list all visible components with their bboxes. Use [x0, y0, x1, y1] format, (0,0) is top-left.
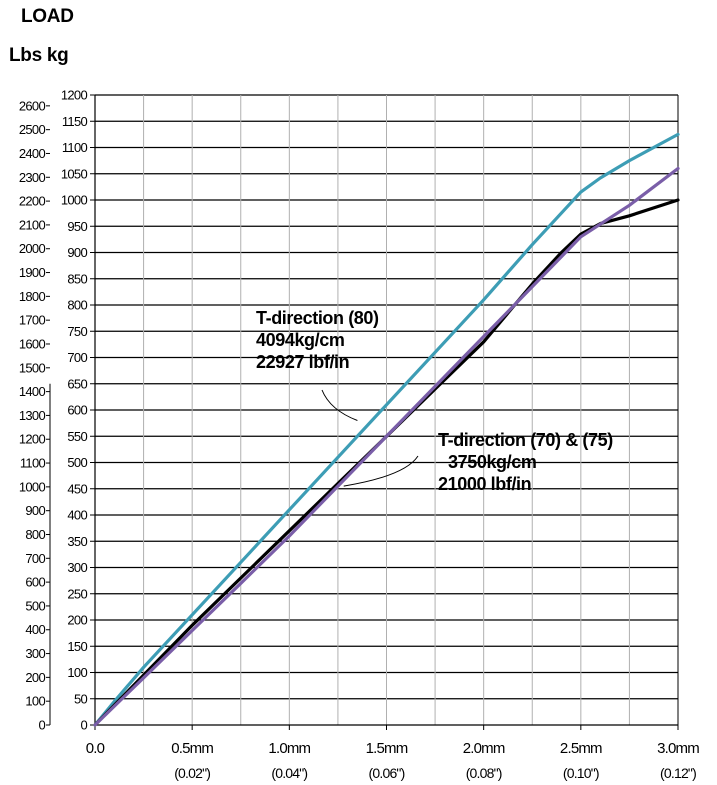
- y-tick-kg: 900: [67, 245, 87, 260]
- y-tick-kg: 0: [80, 718, 87, 733]
- annotation-t-direction-80: 22927 lbf/in: [256, 352, 349, 372]
- x-tick-label: 0.5mm: [171, 740, 213, 757]
- x-tick-label: 0.0: [86, 740, 105, 757]
- chart-header-units: Lbs kg: [9, 45, 69, 66]
- y-tick-lbs: 300: [25, 646, 45, 661]
- y-tick-lbs: 2300: [19, 170, 46, 185]
- y-tick-kg: 1000: [61, 193, 88, 208]
- y-tick-lbs: 1800: [19, 289, 46, 304]
- y-tick-lbs: 0: [38, 718, 45, 733]
- y-tick-kg: 600: [67, 403, 87, 418]
- y-tick-lbs: 1400: [19, 384, 46, 399]
- y-tick-kg: 800: [67, 298, 87, 313]
- y-tick-kg: 100: [67, 665, 87, 680]
- y-tick-lbs: 1600: [19, 336, 46, 351]
- y-tick-kg: 400: [67, 508, 87, 523]
- y-tick-lbs: 2400: [19, 146, 46, 161]
- y-tick-kg: 1200: [61, 88, 88, 103]
- x-tick-sublabel: (0.08"): [466, 765, 502, 781]
- y-tick-lbs: 500: [25, 598, 45, 613]
- y-tick-lbs: 700: [25, 551, 45, 566]
- y-tick-lbs: 2200: [19, 194, 46, 209]
- y-tick-lbs: 1300: [19, 408, 46, 423]
- x-tick-sublabel: (0.10"): [563, 765, 599, 781]
- y-tick-lbs: 2600: [19, 98, 46, 113]
- y-tick-kg: 950: [67, 219, 87, 234]
- y-tick-lbs: 1700: [19, 313, 46, 328]
- x-tick-sublabel: (0.12"): [660, 765, 696, 781]
- y-tick-kg: 550: [67, 429, 87, 444]
- y-tick-kg: 250: [67, 586, 87, 601]
- y-tick-lbs: 1500: [19, 360, 46, 375]
- y-tick-kg: 1150: [62, 114, 88, 129]
- x-tick-sublabel: (0.04"): [271, 765, 307, 781]
- y-tick-kg: 200: [67, 613, 87, 628]
- y-tick-lbs: 2100: [19, 217, 46, 232]
- x-tick-label: 3.0mm: [657, 740, 699, 757]
- x-tick-sublabel: (0.06"): [369, 765, 405, 781]
- y-tick-lbs: 600: [25, 575, 45, 590]
- y-tick-kg: 350: [67, 534, 87, 549]
- x-tick-label: 1.5mm: [366, 740, 408, 757]
- y-tick-lbs: 900: [25, 503, 45, 518]
- y-tick-kg: 650: [67, 376, 87, 391]
- annotation-t-direction-80: T-direction (80): [256, 308, 379, 328]
- y-tick-lbs: 400: [25, 622, 45, 637]
- y-tick-kg: 500: [67, 455, 87, 470]
- y-tick-kg: 300: [67, 560, 87, 575]
- annotation-t-direction-80: 4094kg/cm: [256, 330, 344, 350]
- y-tick-lbs: 800: [25, 527, 45, 542]
- y-tick-kg: 1100: [62, 140, 88, 155]
- annotation-leader-80: [321, 389, 358, 421]
- y-tick-kg: 700: [67, 350, 87, 365]
- y-tick-lbs: 100: [25, 694, 45, 709]
- x-tick-sublabel: (0.02"): [174, 765, 210, 781]
- y-tick-kg: 50: [74, 691, 88, 706]
- annotation-t-direction-70-75: T-direction (70) & (75): [438, 430, 613, 450]
- y-tick-kg: 850: [67, 271, 87, 286]
- annotation-leader-70-75: [343, 455, 419, 487]
- annotation-t-direction-70-75: 3750kg/cm: [448, 452, 536, 472]
- annotation-t-direction-70-75: 21000 lbf/in: [438, 474, 531, 494]
- y-tick-lbs: 1100: [20, 456, 46, 471]
- y-tick-lbs: 2000: [19, 241, 46, 256]
- series-line-purple: [93, 166, 680, 727]
- chart-header-load: LOAD: [21, 6, 74, 27]
- y-tick-kg: 150: [67, 639, 87, 654]
- y-tick-kg: 450: [67, 481, 87, 496]
- y-tick-kg: 750: [67, 324, 87, 339]
- x-tick-label: 2.0mm: [463, 740, 505, 757]
- x-tick-label: 2.5mm: [560, 740, 602, 757]
- y-tick-lbs: 200: [25, 670, 45, 685]
- y-tick-lbs: 2500: [19, 122, 46, 137]
- y-tick-lbs: 1200: [19, 432, 46, 447]
- y-tick-lbs: 1900: [19, 265, 46, 280]
- series-line-t-direction-80: [93, 132, 680, 727]
- y-tick-lbs: 1000: [19, 479, 46, 494]
- x-tick-label: 1.0mm: [268, 740, 310, 757]
- y-tick-kg: 1050: [61, 166, 88, 181]
